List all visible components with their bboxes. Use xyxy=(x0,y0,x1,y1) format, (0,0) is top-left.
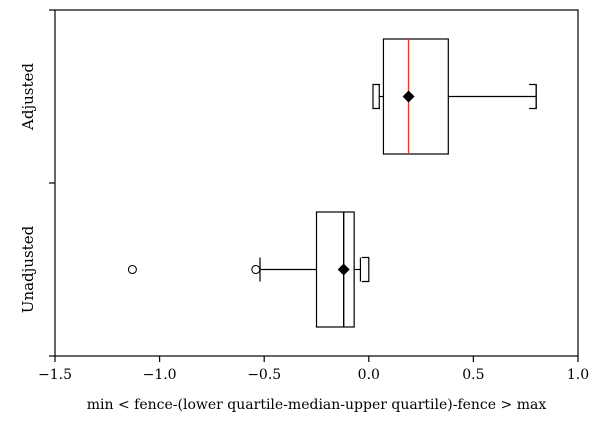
iqr-box xyxy=(382,38,449,155)
x-tick-label: −0.5 xyxy=(247,367,281,383)
min-bracket xyxy=(372,83,380,110)
x-axis: −1.5 −1.0 −0.5 0.0 0.5 1.0 xyxy=(38,356,589,383)
x-tick-label: 0.5 xyxy=(462,367,484,383)
box-adjusted xyxy=(372,38,537,155)
x-axis-title: min < fence-(lower quartile-median-upper… xyxy=(87,397,547,413)
outlier-point xyxy=(251,264,261,275)
x-tick-label: 1.0 xyxy=(567,367,589,383)
x-tick-label: 0.0 xyxy=(358,367,380,383)
max-bracket xyxy=(361,256,370,283)
x-tick-label: −1.0 xyxy=(143,367,177,383)
outlier-point xyxy=(127,264,137,275)
y-axis: Adjusted Unadjusted xyxy=(19,9,55,357)
max-bracket xyxy=(529,83,537,110)
category-label: Unadjusted xyxy=(19,225,37,313)
mean-marker xyxy=(337,263,350,276)
box-unadjusted xyxy=(127,211,370,328)
category-label: Adjusted xyxy=(19,63,37,131)
x-tick-label: −1.5 xyxy=(38,367,72,383)
plot-marks xyxy=(127,38,537,328)
mean-marker xyxy=(402,90,415,103)
